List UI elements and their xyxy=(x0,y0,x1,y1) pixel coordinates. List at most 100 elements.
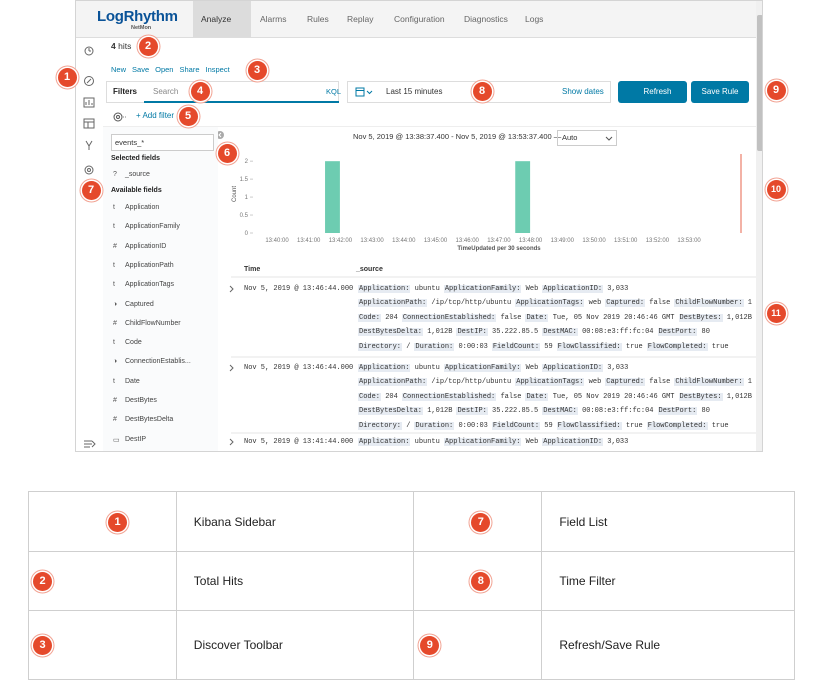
field-name[interactable]: Application xyxy=(125,204,160,211)
discover-toolbar: New Save Open Share Inspect xyxy=(111,65,236,74)
y-tick-label: 0 xyxy=(245,231,249,237)
column-header[interactable]: Time xyxy=(244,266,261,273)
legend-badge: 1 xyxy=(108,512,127,532)
doc-time[interactable]: Nov 5, 2019 @ 13:41:44.000 xyxy=(244,438,354,446)
field-pair: Code: 204 xyxy=(358,313,398,322)
field-value: /ip/tcp/http/ubuntu xyxy=(431,299,512,308)
filters-label[interactable]: Filters xyxy=(113,87,138,96)
field-key: FlowClassified: xyxy=(556,421,622,430)
callout-badge: 5 xyxy=(178,106,198,126)
y-tick-label: 0.5 xyxy=(240,213,249,219)
field-key: Code: xyxy=(358,392,382,401)
field-pair: DestPort: 80 xyxy=(657,328,710,337)
field-name[interactable]: Code xyxy=(125,339,142,347)
field-type: ? xyxy=(113,171,117,178)
field-pair: Application: ubuntu xyxy=(358,438,440,446)
x-tick-label: 13:45:00 xyxy=(424,238,448,244)
callout-badge: 8 xyxy=(472,81,492,101)
nav-item[interactable]: Diagnostics xyxy=(464,14,508,24)
field-name[interactable]: Captured xyxy=(125,300,154,308)
field-value: Web xyxy=(525,285,539,293)
query-language[interactable]: KQL xyxy=(326,87,342,96)
field-value: false xyxy=(649,299,671,308)
field-value: true xyxy=(625,342,643,351)
logo-sub: NetMon xyxy=(131,25,152,31)
nav-item[interactable]: Alarms xyxy=(260,14,287,24)
field-value: 0:00:03 xyxy=(458,421,488,430)
add-filter[interactable]: + Add filter xyxy=(136,111,175,120)
legend-row: 3 Discover Toolbar 9 Refresh/Save Rule xyxy=(28,610,795,680)
field-key: Captured: xyxy=(605,299,646,308)
field-value: 80 xyxy=(701,407,710,416)
field-type: ▭ xyxy=(113,436,120,444)
save-rule-button[interactable]: Save Rule xyxy=(691,81,749,103)
field-key: ApplicationID: xyxy=(542,285,604,293)
header: LogRhythm NetMon Analyze Alarms Rules Replay C… xyxy=(76,1,756,38)
nav-item[interactable]: Configuration xyxy=(394,14,445,24)
field-pair: ApplicationID: 3,033 xyxy=(542,364,628,372)
nav-item[interactable]: Rules xyxy=(307,14,329,24)
field-name[interactable]: ConnectionEstablis... xyxy=(125,358,191,366)
save-rule-label[interactable]: Save Rule xyxy=(701,87,739,96)
doc-source-line: Directory: / Duration: 0:00:03 FieldCount:… xyxy=(358,421,733,430)
time-range[interactable]: Last 15 minutes xyxy=(386,87,443,96)
nav-item[interactable]: Replay xyxy=(347,14,374,24)
toolbar-link[interactable]: Save xyxy=(132,65,150,74)
field-type: t xyxy=(113,281,115,289)
nav-active-bg xyxy=(193,1,251,37)
field-value: 1 xyxy=(747,378,752,387)
expand-arrows xyxy=(229,285,234,446)
field-key: ApplicationTags: xyxy=(515,378,585,387)
x-tick-label: 13:52:00 xyxy=(646,238,670,244)
index-name[interactable]: events_* xyxy=(115,138,145,147)
field-key: ApplicationPath: xyxy=(358,378,428,387)
scroll-thumb[interactable] xyxy=(757,15,762,151)
field-name[interactable]: Date xyxy=(125,377,140,385)
toolbar-link[interactable]: Open xyxy=(155,65,174,74)
doc-source-line: Application: ubuntu ApplicationFamily: We… xyxy=(358,285,632,293)
legend-badge: 8 xyxy=(471,572,491,591)
field-name[interactable]: ApplicationTags xyxy=(125,281,175,289)
field-name[interactable]: DestIP xyxy=(125,435,147,443)
field-key: ApplicationFamily: xyxy=(443,364,522,372)
field-name[interactable]: ApplicationID xyxy=(125,242,167,250)
legend-badge-cell: 3 xyxy=(28,610,177,680)
refresh-button[interactable]: Refresh xyxy=(618,81,687,103)
show-dates[interactable]: Show dates xyxy=(562,87,604,96)
field-name[interactable]: DestBytes xyxy=(125,397,157,404)
scrollbar[interactable] xyxy=(756,1,762,451)
refresh-label[interactable]: Refresh xyxy=(643,87,672,96)
column-header[interactable]: _source xyxy=(356,266,383,273)
legend-label: Time Filter xyxy=(559,574,616,588)
field-key: DestPort: xyxy=(657,407,698,416)
field-name[interactable]: DestBytesDelta xyxy=(125,416,174,424)
field-type: t xyxy=(113,223,115,231)
nav-item[interactable]: Logs xyxy=(525,14,544,24)
toolbar-link[interactable]: New xyxy=(111,65,127,74)
doc-time[interactable]: Nov 5, 2019 @ 13:46:44.000 xyxy=(244,364,354,372)
field-key: FlowCompleted: xyxy=(646,342,708,351)
field-name[interactable]: ApplicationPath xyxy=(125,261,174,269)
field-pair: Duration: 0:00:03 xyxy=(414,421,488,430)
field-key: FlowClassified: xyxy=(556,342,622,351)
field-key: DestBytes: xyxy=(678,392,723,401)
field-pair: ApplicationID: 3,033 xyxy=(542,285,628,293)
field-name[interactable]: ChildFlowNumber xyxy=(125,319,181,327)
nav-item[interactable]: Analyze xyxy=(201,14,232,24)
field-name[interactable]: ApplicationFamily xyxy=(125,223,180,231)
field-key: DestIP: xyxy=(456,328,488,337)
legend-label: Refresh/Save Rule xyxy=(559,638,661,652)
field-pair: FlowCompleted: true xyxy=(646,421,729,430)
interval-value[interactable]: Auto xyxy=(562,133,578,142)
field-key: Application: xyxy=(358,364,411,372)
toolbar-link[interactable]: Inspect xyxy=(205,65,230,74)
field-value: 204 xyxy=(385,392,398,401)
doc-time[interactable]: Nov 5, 2019 @ 13:46:44.000 xyxy=(244,285,354,293)
toolbar-link[interactable]: Share xyxy=(179,65,200,74)
doc-source-line: Directory: / Duration: 0:00:03 FieldCount:… xyxy=(358,342,733,351)
field-name[interactable]: _source xyxy=(125,171,150,178)
search-input[interactable]: Search xyxy=(153,87,179,96)
field-value: 1,012B xyxy=(427,328,453,337)
